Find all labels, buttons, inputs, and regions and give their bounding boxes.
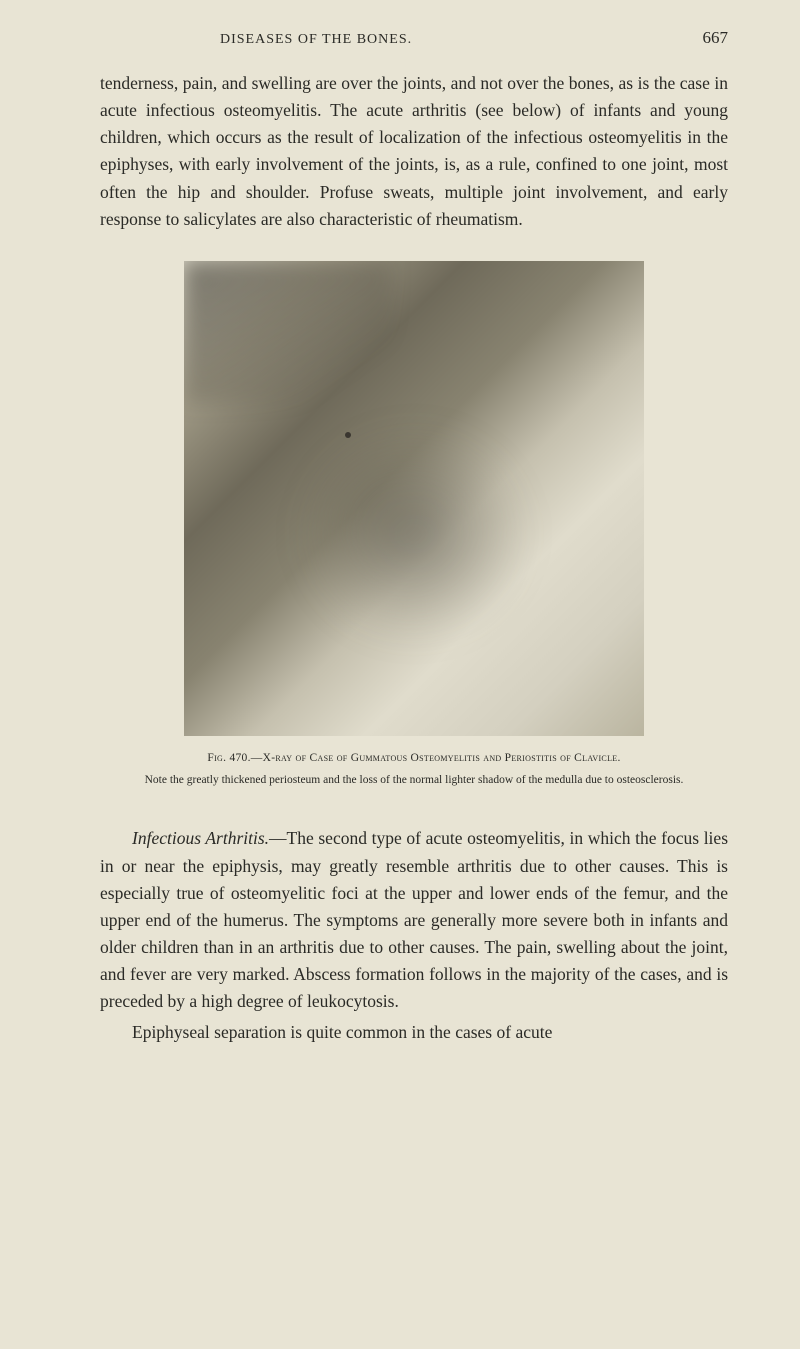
page-number: 667 [703,28,729,48]
figure-marker-dot [345,432,351,438]
paragraph-2-lead-italic: Infectious Arthritis. [132,828,269,848]
paragraph-2-body: —The second type of acute osteomyelitis,… [100,828,728,1011]
page-content: DISEASES OF THE BONES. 667 tenderness, p… [0,0,800,1086]
page-header: DISEASES OF THE BONES. 667 [100,28,728,48]
paragraph-3: Epiphyseal separation is quite common in… [100,1019,728,1046]
figure-note: Note the greatly thickened periosteum an… [130,772,698,790]
paragraph-2: Infectious Arthritis.—The second type of… [100,825,728,1015]
running-title: DISEASES OF THE BONES. [220,32,412,48]
figure-caption: Fig. 470.—X-ray of Case of Gummatous Ost… [140,750,688,768]
figure-container [100,261,728,736]
xray-figure-image [184,261,644,736]
paragraph-1: tenderness, pain, and swelling are over … [100,70,728,233]
